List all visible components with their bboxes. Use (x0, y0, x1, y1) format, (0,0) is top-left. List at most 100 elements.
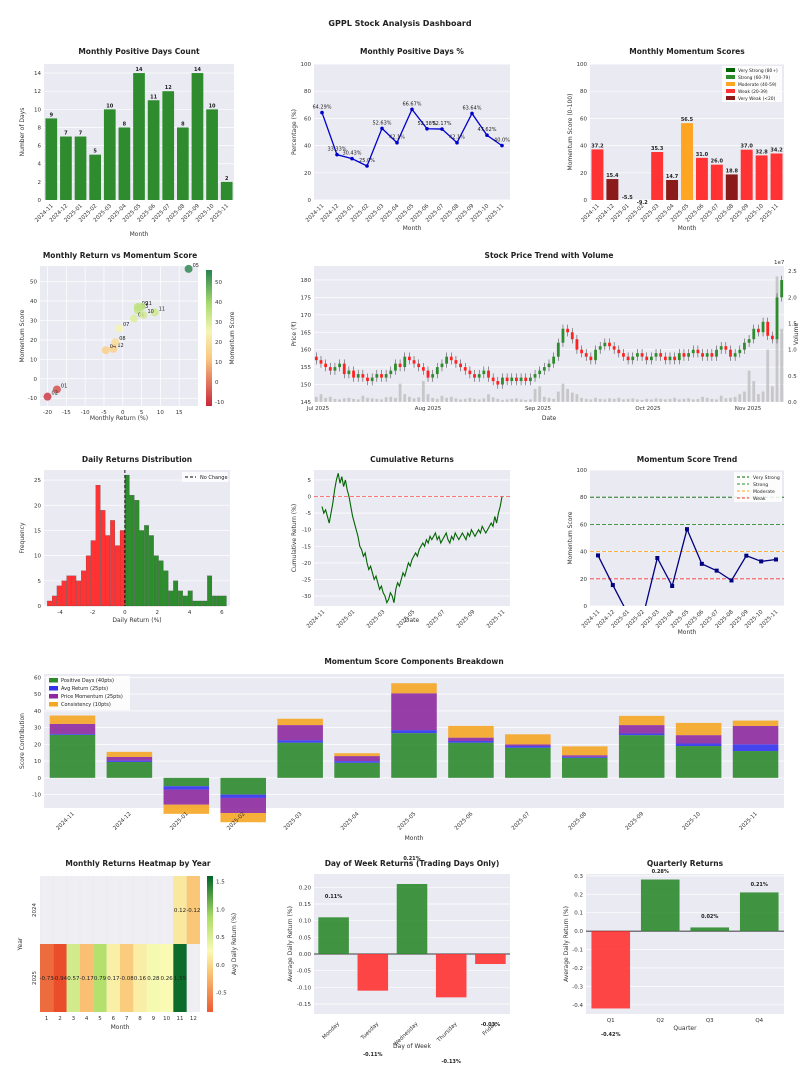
chart-title: Monthly Returns Heatmap by Year (65, 859, 210, 868)
x-tick-label: 2025-09 (456, 609, 477, 630)
data-label: 8 (123, 121, 127, 127)
volume-bar (608, 398, 611, 402)
data-point (670, 584, 675, 589)
histogram-bar (178, 590, 183, 607)
data-point (729, 578, 734, 583)
stacked-segment (618, 733, 665, 736)
cell-label: 0.26 (161, 976, 174, 982)
volume-bar (733, 396, 737, 402)
data-point (395, 140, 399, 145)
x-axis-label: Month (130, 231, 149, 238)
volume-bar (380, 399, 383, 402)
x-tick-label: 2025-06 (454, 811, 475, 832)
y-tick-label: 60 (304, 116, 311, 122)
volume-bar (468, 397, 472, 402)
stacked-segment (49, 734, 96, 778)
y-tick-label: -25 (302, 577, 311, 583)
volume-bar (319, 394, 323, 402)
candle-body (482, 370, 486, 375)
x-tick-label: 12 (190, 1016, 197, 1022)
y-tick-label: 0.3 (574, 874, 583, 880)
stacked-segment (49, 715, 96, 724)
legend-label: Moderate (40-59) (738, 82, 777, 88)
candle-body (570, 332, 574, 340)
histogram-bar (187, 590, 193, 607)
candle-body (775, 297, 779, 340)
candle-body (663, 356, 667, 361)
point-label: 11 (159, 306, 165, 312)
volume-bar (328, 396, 332, 402)
volume-bar (482, 398, 486, 402)
c2-plot-area (314, 64, 510, 200)
colorbar-tick: -10 (215, 400, 224, 406)
y-tick-label: 14 (34, 71, 41, 77)
volume-bar (682, 398, 686, 402)
cell-label: -0.12 (186, 908, 200, 914)
y-tick-label: 0 (38, 198, 42, 204)
y-tick-label: 5 (308, 478, 312, 484)
data-label: -9.2 (637, 200, 648, 206)
bar (118, 127, 131, 200)
bar (220, 181, 233, 200)
volume-tick-label: 0.0 (788, 400, 797, 406)
volume-bar (663, 399, 667, 402)
candle-body (552, 356, 556, 364)
data-label: 30.43% (342, 151, 361, 157)
x-tick-label: 5 (98, 1016, 102, 1022)
volume-bar (589, 399, 593, 402)
stacked-segment (562, 755, 608, 757)
y-axis-label: Avg Daily Return (%) (231, 913, 238, 975)
data-label: 40.0% (494, 138, 510, 144)
candle-body (636, 353, 639, 357)
histogram-bar (207, 575, 213, 607)
volume-bar (724, 398, 728, 402)
candle-body (501, 377, 504, 385)
data-label: 56.5 (681, 117, 694, 123)
volume-bar (491, 397, 495, 402)
y-axis-label: Momentum Score (19, 309, 26, 362)
candle-body (528, 377, 532, 382)
scatter-point (137, 302, 146, 311)
candle-body (603, 342, 607, 347)
volume-bar (412, 398, 416, 402)
x-tick-label: 2025-07 (511, 811, 532, 832)
volume-bar (640, 399, 644, 402)
y-tick-label: 10 (34, 554, 41, 560)
y-tick-label: 0.20 (299, 885, 312, 891)
x-tick-label: 6 (220, 610, 224, 616)
data-label: 7 (64, 131, 68, 137)
x-tick-label: 2024-12 (112, 811, 132, 831)
legend-label: Moderate (753, 489, 775, 495)
volume-bar (370, 398, 374, 402)
histogram-bar (51, 595, 57, 607)
y-tick-label: -10 (32, 793, 41, 799)
y-tick-label: 0.2 (574, 892, 583, 898)
volume-bar (649, 399, 653, 402)
chart-momentum-components: Momentum Score Components Breakdown -10 0 1… (19, 657, 784, 842)
bar (739, 892, 779, 932)
cell-label: 1.55 (174, 976, 187, 982)
stacked-segment (391, 730, 437, 734)
histogram-bar (71, 575, 77, 607)
colorbar-bar (207, 876, 213, 1012)
bar (396, 884, 428, 954)
x-tick-label: Q1 (607, 1018, 615, 1024)
volume-bar (570, 392, 574, 402)
volume-bar (389, 396, 393, 402)
candle-body (547, 363, 551, 368)
y-tick-label: 60 (34, 675, 41, 681)
x-axis-label: Day of Week (393, 1043, 431, 1050)
x-tick-label: 0 (123, 610, 127, 616)
stacked-segment (732, 725, 779, 745)
y-axis-label: Year (17, 937, 24, 951)
bar (755, 155, 768, 200)
volume-bar (612, 398, 616, 402)
candle-body (743, 342, 746, 350)
y-tick-label: 100 (577, 62, 588, 68)
stacked-segment (675, 722, 722, 736)
x-tick-label: Tuesday (359, 1021, 380, 1042)
y-axis-label: Momentum Score (567, 511, 574, 564)
candle-body (761, 321, 765, 333)
